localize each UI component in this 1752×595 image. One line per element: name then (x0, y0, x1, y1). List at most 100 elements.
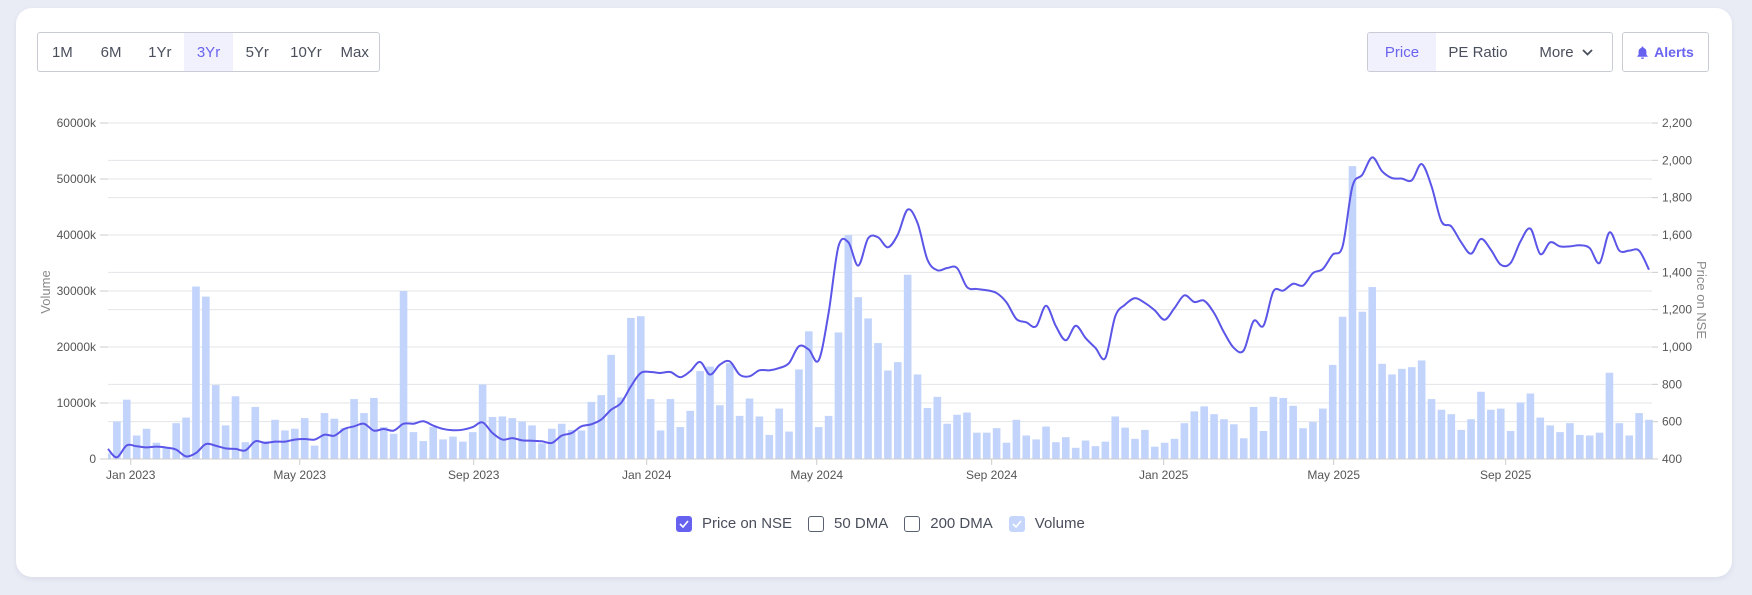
chart-legend: Price on NSE 50 DMA 200 DMA Volume (676, 515, 1101, 532)
volume-bar (528, 425, 536, 459)
volume-bar (1625, 435, 1634, 459)
price-axis: 400 600 800 1,000 1,200 1,400 1,600 1,800 2,000 2… (1652, 116, 1692, 466)
period-1m-button[interactable]: 1M (51, 43, 73, 61)
volume-axis-title: Volume (38, 270, 53, 313)
volume-tick-label: 40000k (57, 228, 97, 242)
volume-bar (389, 433, 398, 459)
volume-bar (587, 401, 596, 459)
price-tick-label: 400 (1662, 452, 1682, 466)
volume-bar (1220, 419, 1228, 459)
volume-bar (1645, 419, 1653, 459)
price-tick-label: 2,200 (1662, 116, 1692, 130)
checkbox-unchecked-icon[interactable] (808, 515, 825, 532)
volume-bar (1506, 431, 1515, 459)
tab-price[interactable]: Price (1368, 33, 1436, 71)
price-tick-label: 600 (1662, 415, 1682, 429)
volume-bar (1338, 316, 1347, 459)
time-tick-label: Sep 2024 (966, 468, 1018, 482)
volume-bar (706, 366, 714, 459)
volume-bar (202, 296, 210, 459)
checkbox-unchecked-icon[interactable] (904, 515, 921, 532)
alerts-button[interactable]: Alerts (1622, 32, 1709, 72)
legend-200-dma[interactable]: 200 DMA (904, 515, 993, 532)
volume-bar (755, 416, 764, 459)
volume-bar (1279, 397, 1288, 459)
volume-bar (1417, 360, 1426, 459)
volume-bar (459, 441, 467, 459)
period-1yr-button[interactable]: 1Yr (148, 43, 172, 61)
more-label: More (1539, 43, 1574, 61)
volume-bar (676, 427, 685, 459)
volume-bar (231, 396, 240, 459)
volume-bar (162, 447, 171, 459)
volume-bar (775, 408, 783, 459)
volume-bar (1249, 406, 1258, 459)
legend-50-dma[interactable]: 50 DMA (808, 515, 888, 532)
volume-bar (1121, 427, 1129, 459)
volume-bar (696, 371, 704, 459)
volume-bar (933, 396, 942, 459)
volume-bar (1081, 440, 1090, 459)
volume-bar (1585, 435, 1594, 459)
checkbox-checked-icon[interactable] (676, 515, 692, 532)
volume-bar (903, 274, 912, 459)
volume-bar (765, 434, 774, 459)
volume-bar (370, 397, 378, 459)
volume-bar (646, 399, 655, 459)
volume-bar (488, 417, 497, 459)
volume-bar (854, 297, 863, 459)
volume-bar (221, 425, 230, 459)
volume-bar (1348, 166, 1357, 459)
checkbox-checked-icon[interactable] (1008, 515, 1025, 532)
more-dropdown[interactable]: More (1520, 33, 1612, 71)
volume-bar (982, 432, 991, 459)
volume-bar (992, 428, 1001, 459)
volume-bar (735, 415, 744, 459)
time-tick-label: Jan 2024 (622, 468, 672, 482)
volume-bar (745, 398, 754, 459)
period-10yr-button[interactable]: 10Yr (290, 43, 322, 61)
alerts-label: Alerts (1654, 44, 1694, 60)
volume-bar (1319, 408, 1327, 459)
price-tick-label: 800 (1662, 377, 1682, 391)
volume-bar (1259, 431, 1268, 459)
volume-bar (1180, 423, 1189, 459)
volume-bar (1487, 409, 1495, 459)
volume-bar (379, 427, 388, 459)
volume-bar (1200, 406, 1208, 459)
volume-bar (1546, 425, 1554, 459)
period-6m-button[interactable]: 6M (100, 43, 122, 61)
volume-bar (113, 421, 121, 459)
volume-bar (1062, 437, 1070, 459)
volume-bar (1289, 405, 1297, 459)
volume-bar (1536, 417, 1545, 459)
volume-bar (360, 413, 368, 459)
legend-price-on-nse[interactable]: Price on NSE (676, 515, 792, 532)
volume-tick-label: 50000k (57, 172, 97, 186)
volume-bar (1595, 432, 1604, 459)
volume-bar (340, 428, 349, 459)
period-max-button[interactable]: Max (340, 43, 369, 61)
time-tick-label: Sep 2025 (1480, 468, 1532, 482)
period-5yr-button[interactable]: 5Yr (245, 43, 269, 61)
period-3yr-button[interactable]: 3Yr (184, 33, 233, 71)
volume-bar (577, 430, 586, 459)
volume-bar (834, 332, 843, 459)
volume-bar (261, 441, 269, 459)
volume-bar (281, 430, 289, 459)
volume-tick-label: 60000k (57, 116, 97, 130)
volume-bar (1269, 396, 1278, 459)
volume-bar (1230, 424, 1238, 459)
volume-bar (636, 316, 645, 459)
volume-bar (1368, 287, 1377, 459)
time-tick-label: May 2023 (273, 468, 326, 482)
period-selector: 1M 6M 1Yr 3Yr 5Yr 10Yr Max (37, 32, 380, 72)
volume-bar (1170, 438, 1179, 459)
legend-volume[interactable]: Volume (1008, 515, 1085, 532)
tab-pe-ratio[interactable]: PE Ratio (1448, 43, 1508, 61)
volume-bar (192, 286, 200, 459)
volume-bar (686, 410, 694, 459)
volume-bar (1566, 423, 1574, 459)
volume-bar (844, 235, 853, 459)
